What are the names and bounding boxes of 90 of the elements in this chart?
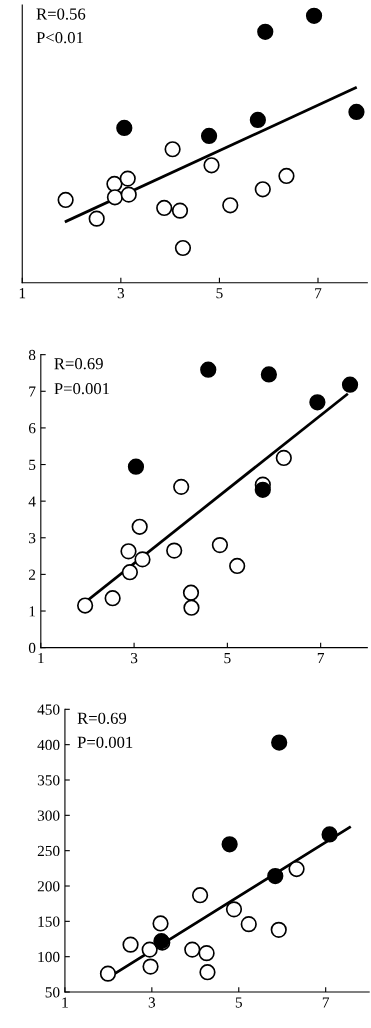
point [270, 921, 287, 938]
point [106, 189, 124, 206]
x-tick-label: 5 [235, 997, 242, 1008]
point [166, 542, 183, 559]
annotation: R=0.56 [36, 8, 86, 20]
point [348, 103, 365, 121]
y-tick-label: 3 [29, 532, 36, 544]
y-tick-label: 250 [37, 845, 60, 857]
point [104, 590, 121, 607]
y-tick-label: 7 [29, 386, 36, 397]
point [76, 597, 94, 614]
point [275, 449, 292, 467]
point [222, 197, 239, 214]
point [200, 361, 217, 378]
y-tick-label: 6 [28, 423, 36, 434]
point [127, 458, 145, 475]
point [120, 186, 137, 203]
x-tick-label: 3 [117, 288, 125, 299]
point [183, 599, 200, 616]
y-tick-label: 0 [28, 642, 36, 654]
point [152, 915, 169, 932]
point [141, 941, 158, 958]
y-tick-label: 2 [28, 569, 36, 580]
point [99, 965, 117, 982]
y-tick-label: 5 [29, 459, 36, 470]
point [249, 111, 266, 129]
point [174, 239, 192, 257]
x-tick-label: 3 [131, 652, 138, 664]
point [211, 536, 229, 554]
y-tick-label: 50 [45, 987, 60, 998]
x-tick-label: 7 [315, 288, 322, 299]
point [164, 141, 181, 158]
y-tick-label: 1 [29, 606, 36, 617]
point [305, 7, 323, 24]
point [278, 167, 295, 185]
point [254, 481, 271, 498]
point [240, 916, 257, 933]
y-tick-label: 350 [37, 775, 60, 786]
y-tick-label: 200 [37, 881, 60, 892]
annotation: P=0.001 [77, 736, 133, 748]
y-tick-label: 450 [37, 704, 60, 715]
point [171, 202, 189, 219]
point [88, 210, 105, 227]
point [225, 901, 243, 918]
point [116, 119, 133, 137]
point [119, 170, 136, 187]
point [191, 887, 209, 904]
point [203, 157, 220, 174]
annotation: P<0.01 [36, 31, 83, 44]
point [200, 127, 218, 145]
point [229, 557, 246, 575]
point [134, 551, 151, 568]
y-tick-label: 400 [37, 739, 60, 751]
y-tick-label: 150 [38, 916, 60, 927]
x-tick-label: 3 [148, 997, 156, 1008]
point [257, 23, 274, 40]
point [271, 734, 288, 751]
point [131, 518, 148, 535]
point [121, 564, 139, 581]
x-tick-label: 1 [19, 288, 26, 299]
point [221, 836, 238, 853]
point [199, 964, 216, 981]
point [184, 941, 201, 958]
x-tick-label: 5 [216, 288, 223, 299]
point [267, 867, 284, 885]
annotation: P=0.001 [54, 382, 110, 395]
x-tick-label: 5 [224, 653, 231, 664]
point [288, 860, 305, 878]
y-tick-label: 4 [28, 496, 36, 507]
point [309, 394, 326, 411]
point [341, 376, 359, 393]
point [254, 181, 271, 198]
annotation: R=0.69 [54, 358, 103, 370]
x-tick-label: 1 [62, 997, 68, 1008]
point [198, 945, 215, 962]
annotation: R=0.69 [77, 712, 127, 724]
point [173, 478, 190, 495]
y-tick-label: 100 [38, 951, 60, 963]
point [57, 191, 74, 209]
x-tick-label: 7 [322, 997, 330, 1008]
point [156, 199, 173, 217]
x-tick-label: 7 [317, 653, 325, 664]
point [120, 543, 137, 560]
y-tick-label: 8 [28, 349, 36, 361]
y-tick-label: 300 [37, 810, 60, 821]
point [122, 936, 139, 953]
point [182, 584, 200, 601]
point [260, 366, 277, 383]
point [321, 826, 338, 843]
point [142, 958, 159, 975]
